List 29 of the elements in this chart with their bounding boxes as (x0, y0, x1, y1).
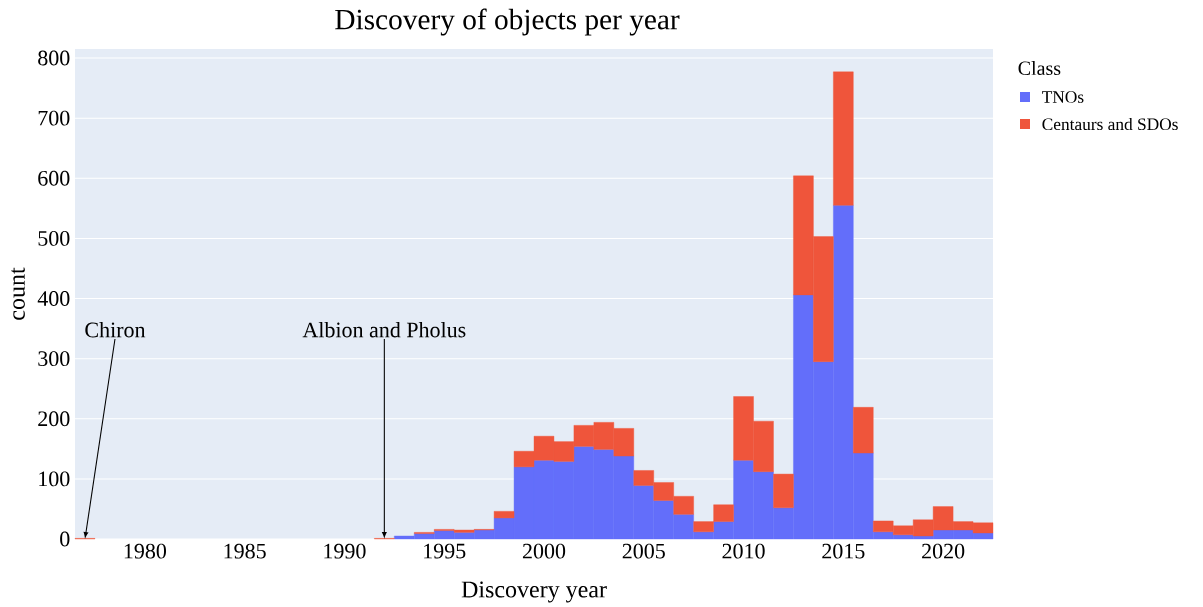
legend-label: Centaurs and SDOs (1042, 117, 1178, 131)
y-tick-label: 400 (37, 291, 70, 306)
y-tick-label: 300 (38, 351, 70, 367)
y-tick-label: 800 (38, 50, 70, 66)
bar (493, 511, 515, 519)
x-tick-label: 1990 (324, 543, 366, 559)
x-tick-label: 2015 (822, 543, 865, 559)
y-tick-label: 700 (38, 110, 70, 126)
x-tick-label: 2010 (722, 543, 765, 559)
y-tick-label: 100 (39, 471, 70, 487)
x-tick-label: 2005 (622, 543, 665, 559)
bar (833, 71, 854, 206)
legend-title: Class (1018, 60, 1061, 76)
y-axis-title: count (11, 267, 25, 320)
x-tick-label: 1980 (124, 543, 167, 559)
legend-label: TNOs (1042, 91, 1084, 103)
bar (853, 407, 874, 454)
y-tick-label: 0 (60, 531, 70, 547)
chart-title: Discovery of objects per year (335, 8, 680, 36)
y-tick-label: 500 (38, 230, 70, 246)
annotation: Chiron (85, 321, 146, 338)
x-axis-title: Discovery year (461, 581, 607, 603)
x-tick-label: 2000 (522, 543, 566, 559)
x-tick-label: 1985 (224, 543, 266, 559)
y-tick-label: 200 (38, 411, 70, 427)
y-tick-label: 600 (38, 170, 70, 186)
x-tick-label: 2020 (922, 543, 965, 559)
x-tick-label: 1995 (424, 543, 466, 559)
annotation: Albion and Pholus (302, 321, 466, 338)
